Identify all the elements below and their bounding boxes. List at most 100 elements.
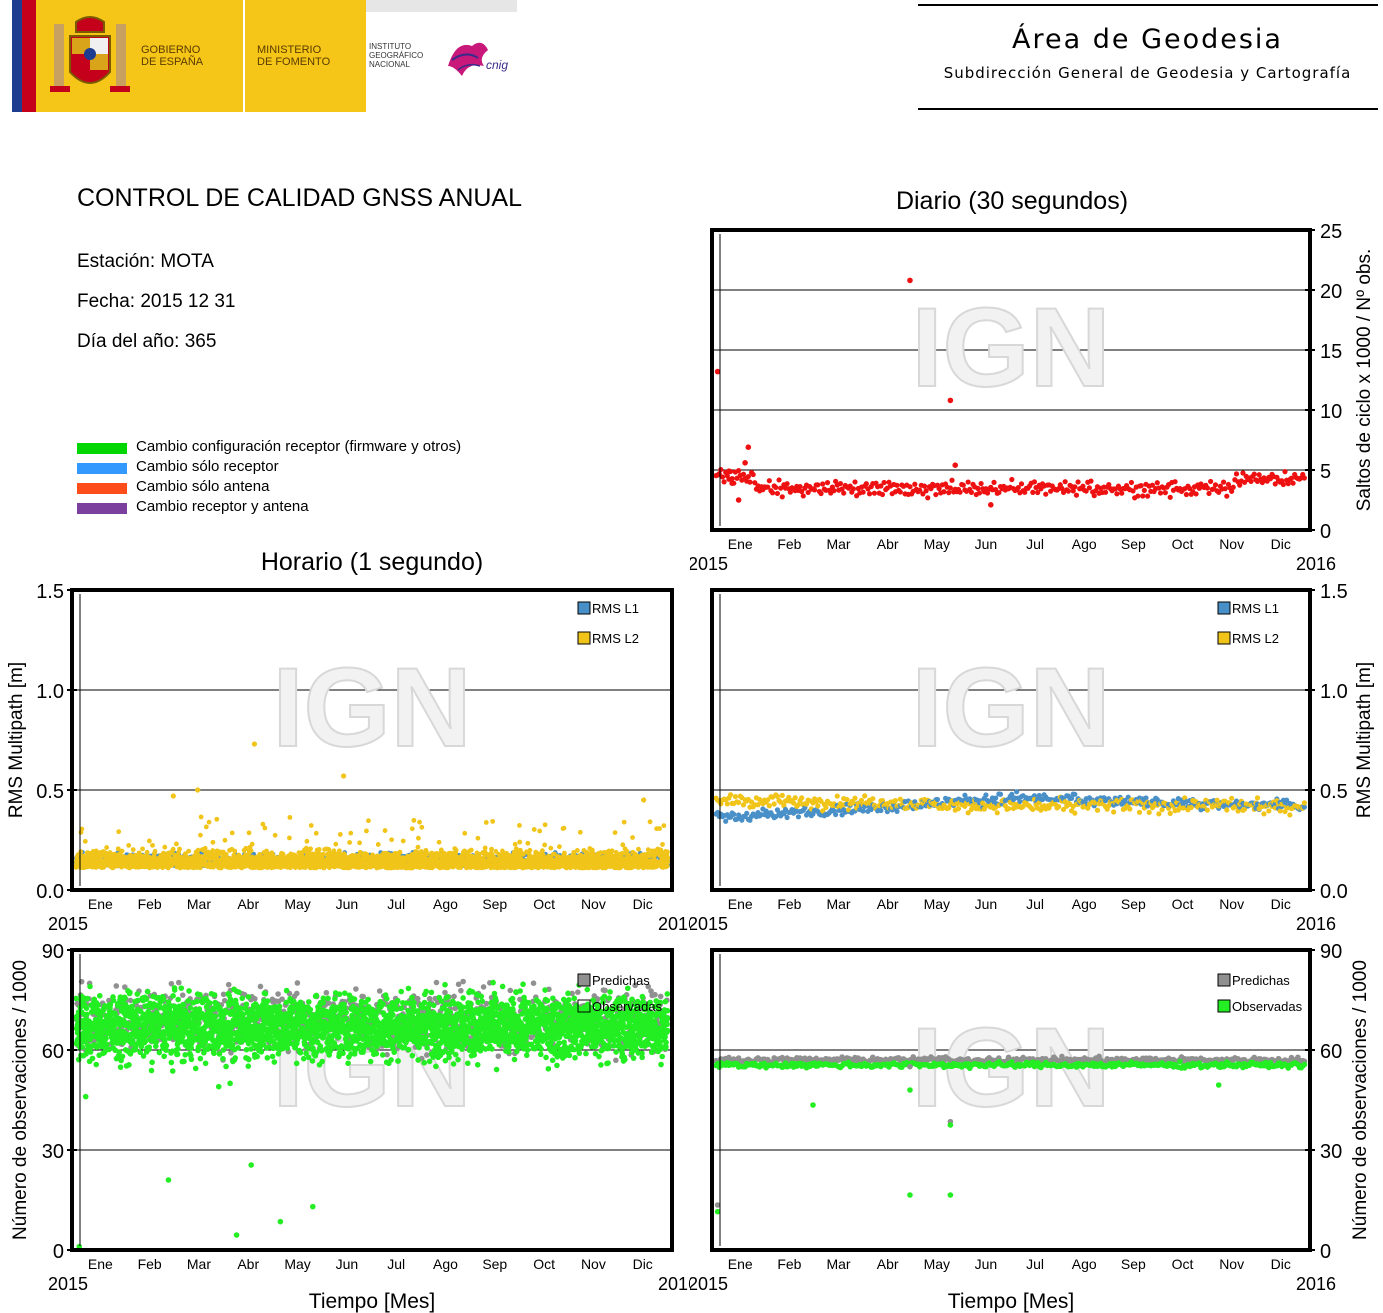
data-point	[771, 801, 777, 807]
data-point	[834, 793, 840, 799]
month-tick-label: Dic	[633, 896, 653, 912]
month-tick-label: Dic	[1271, 536, 1291, 552]
data-point	[104, 845, 110, 850]
data-point	[326, 847, 332, 853]
data-point	[894, 482, 900, 488]
data-point	[195, 787, 201, 793]
month-tick-label: Jun	[336, 896, 359, 912]
data-point	[984, 490, 991, 496]
data-point	[745, 473, 751, 480]
data-point	[897, 489, 903, 495]
data-point	[1240, 470, 1246, 476]
data-point	[197, 865, 203, 871]
data-point	[561, 825, 567, 831]
y-tick-label: 1.5	[36, 581, 64, 603]
data-point	[878, 483, 884, 489]
cnig-logo-icon	[448, 42, 488, 76]
month-tick-label: Sep	[482, 896, 507, 912]
data-point	[991, 479, 997, 485]
data-point	[719, 474, 726, 480]
data-point	[657, 826, 662, 831]
data-point	[917, 487, 923, 493]
legend-label: Cambio configuración receptor (firmware …	[136, 438, 462, 455]
data-point	[1248, 478, 1254, 484]
data-point	[863, 481, 869, 487]
y-tick-label: 5	[1320, 461, 1331, 483]
data-point	[316, 847, 322, 852]
data-point	[571, 849, 577, 855]
data-point	[941, 489, 947, 495]
data-point	[308, 823, 314, 828]
data-point	[975, 485, 981, 491]
data-point	[598, 850, 604, 856]
data-point	[170, 846, 176, 852]
y-axis-title: Saltos de ciclo x 1000 / Nº obs.	[1354, 249, 1375, 512]
month-tick-label: Feb	[777, 536, 801, 552]
data-point	[539, 848, 545, 854]
data-point	[364, 828, 369, 834]
data-point	[232, 848, 238, 854]
data-point	[107, 850, 113, 855]
data-point	[130, 847, 136, 853]
data-point	[833, 811, 839, 818]
data-point	[965, 479, 971, 485]
month-tick-label: Jul	[387, 896, 405, 912]
data-point	[820, 481, 826, 487]
data-point	[742, 460, 748, 466]
data-point	[630, 835, 635, 840]
data-point	[1285, 481, 1291, 487]
data-point	[803, 801, 810, 807]
month-tick-label: Jun	[975, 536, 998, 552]
data-point	[987, 502, 994, 508]
data-point	[407, 855, 412, 861]
data-point	[231, 852, 237, 858]
data-point	[620, 842, 626, 848]
month-tick-label: Abr	[877, 536, 899, 552]
data-point	[641, 797, 647, 803]
data-point	[747, 817, 753, 823]
data-point	[320, 851, 326, 857]
legend-label: RMS L1	[592, 601, 639, 616]
data-point	[436, 839, 442, 845]
legend-label: Cambio receptor y antena	[136, 498, 309, 515]
data-point	[186, 848, 192, 854]
data-point	[837, 480, 844, 487]
data-point	[525, 840, 531, 846]
data-point	[729, 475, 735, 482]
data-point	[1080, 483, 1086, 489]
data-point	[462, 830, 468, 836]
data-point	[912, 481, 918, 487]
data-point	[860, 808, 866, 814]
data-point	[287, 835, 292, 841]
month-tick-label: Sep	[1121, 536, 1146, 552]
y-tick-label: 0.0	[36, 881, 64, 903]
data-point	[714, 368, 721, 375]
data-point	[203, 824, 209, 830]
data-point	[724, 801, 730, 807]
data-point	[1154, 480, 1160, 486]
data-point	[784, 481, 790, 487]
data-point	[996, 489, 1002, 496]
data-point	[799, 795, 805, 801]
data-point	[1083, 488, 1089, 494]
report-title: CONTROL DE CALIDAD GNSS ANUAL	[77, 184, 523, 212]
data-point	[881, 479, 887, 486]
data-point	[978, 480, 984, 487]
data-point	[1237, 482, 1243, 488]
data-point	[115, 846, 121, 852]
data-point	[894, 808, 900, 814]
data-point	[78, 849, 84, 855]
data-point	[527, 847, 533, 853]
data-point	[1172, 479, 1178, 485]
data-point	[823, 804, 829, 811]
data-point	[517, 823, 522, 828]
ign-watermark: IGN	[911, 645, 1110, 770]
data-point	[116, 829, 122, 835]
data-point	[781, 811, 787, 817]
data-point	[860, 489, 866, 495]
data-point	[736, 799, 742, 806]
data-point	[1212, 482, 1219, 488]
data-point	[304, 838, 310, 844]
data-point	[246, 830, 252, 836]
data-point	[357, 840, 363, 846]
